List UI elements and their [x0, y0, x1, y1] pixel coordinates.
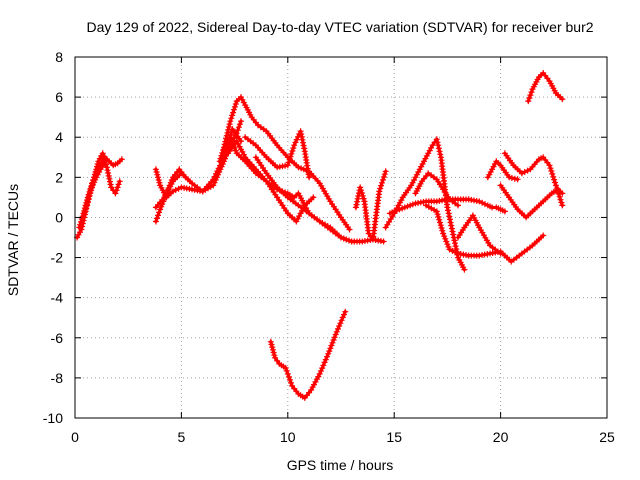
data-point-markers	[525, 70, 566, 105]
data-point-markers	[267, 308, 349, 401]
series-sat-v	[267, 308, 349, 401]
series-sat-f	[152, 166, 189, 225]
x-tick-label: 20	[493, 429, 509, 445]
y-tick-label: -6	[51, 330, 64, 346]
y-tick-label: -10	[43, 410, 63, 426]
series-sat-u	[525, 70, 566, 105]
series-sat-m	[386, 196, 508, 217]
series-sat-c	[80, 160, 108, 221]
x-tick-label: 0	[71, 429, 79, 445]
x-tick-label: 10	[280, 429, 296, 445]
plot-frame	[74, 56, 608, 419]
data-point-markers	[386, 196, 508, 217]
series-sat-q	[455, 212, 504, 257]
series-sat-l	[352, 168, 389, 243]
x-tick-labels: 0 5 10 15 20 25	[71, 429, 615, 445]
y-tick-label: 4	[55, 129, 63, 145]
chart-title: Day 129 of 2022, Sidereal Day-to-day VTE…	[86, 19, 593, 35]
x-axis-label: GPS time / hours	[287, 457, 394, 473]
data-point-markers	[455, 212, 504, 257]
data-point-markers	[501, 150, 566, 209]
series-line	[354, 169, 388, 242]
data-point-markers	[225, 138, 317, 225]
x-tick-label: 15	[386, 429, 402, 445]
series-sat-g	[216, 94, 353, 233]
y-tick-label: -4	[51, 290, 64, 306]
series-sat-i	[242, 128, 313, 181]
axis-ticks	[74, 56, 608, 419]
data-point-markers	[242, 128, 313, 181]
y-tick-label: 0	[55, 209, 63, 225]
data-point-markers	[497, 182, 566, 221]
series-sat-s	[501, 150, 566, 209]
y-tick-label: 2	[55, 169, 63, 185]
x-tick-label: 5	[178, 429, 186, 445]
data-point-markers	[484, 158, 521, 183]
series-sat-k	[225, 138, 317, 225]
y-tick-label: -8	[51, 370, 64, 386]
y-tick-labels: -10 -8 -6 -4 -2 0 2 4 6 8	[43, 49, 63, 426]
y-tick-label: -2	[51, 250, 64, 266]
x-tick-label: 25	[599, 429, 615, 445]
data-point-markers	[152, 166, 189, 225]
y-tick-label: 6	[55, 89, 63, 105]
data-series	[74, 70, 566, 401]
data-point-markers	[412, 170, 461, 209]
series-sat-r	[484, 158, 521, 183]
y-axis-label: SDTVAR / TECUs	[5, 184, 21, 296]
y-tick-label: 8	[55, 49, 63, 65]
series-line	[269, 310, 347, 400]
series-sat-o	[423, 202, 547, 265]
data-point-markers	[216, 94, 353, 233]
grid	[75, 57, 607, 418]
series-sat-p	[412, 170, 461, 209]
data-point-markers	[352, 168, 389, 243]
data-point-markers	[80, 160, 108, 221]
series-sat-t	[497, 182, 566, 221]
